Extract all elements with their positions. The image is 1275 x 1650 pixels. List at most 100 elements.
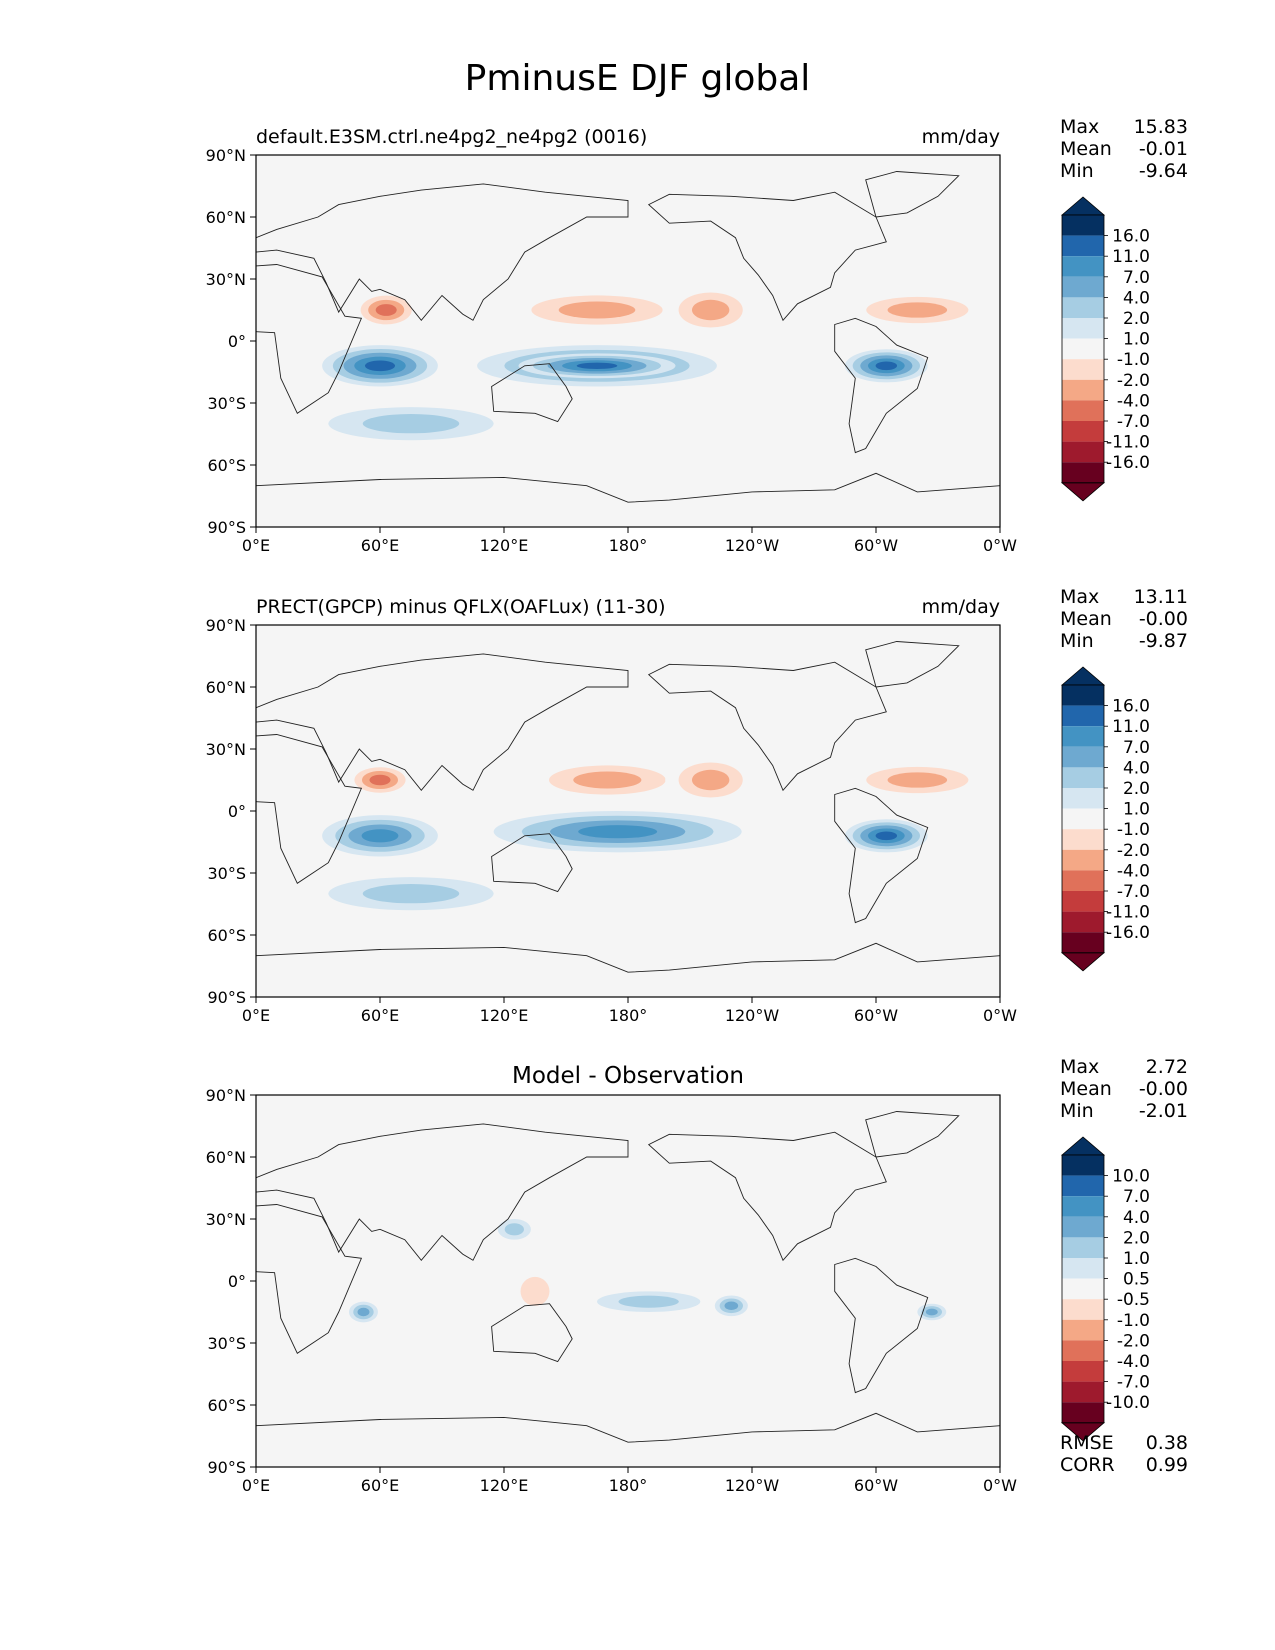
- contour-region: [375, 304, 397, 316]
- colorbar-label: 4.0: [1123, 758, 1150, 778]
- colorbar-label: -4.0: [1117, 1352, 1150, 1372]
- y-tick-label: 30°N: [206, 270, 246, 289]
- stats-row-mean: Mean -0.01: [1060, 138, 1188, 160]
- stats-value-max: 2.72: [1145, 1056, 1188, 1078]
- y-tick-label: 60°N: [206, 678, 246, 697]
- colorbar-segment: [1062, 462, 1104, 483]
- coastline-path: [491, 363, 573, 423]
- colorbar-label: 16.0: [1112, 227, 1150, 247]
- coastlines: [256, 641, 1000, 973]
- contour-region: [875, 831, 898, 841]
- colorbar-segment: [1062, 829, 1104, 850]
- y-tick-label: 30°N: [206, 1210, 246, 1229]
- coastline-path: [834, 1257, 929, 1394]
- coastline-path: [256, 1204, 363, 1354]
- coastline-path: [865, 1111, 960, 1158]
- y-tick-label: 60°N: [206, 1148, 246, 1167]
- colorbar-segment: [1062, 1175, 1104, 1197]
- coastline-path: [256, 942, 1000, 973]
- stats-row-max: Max 13.11: [1060, 586, 1188, 608]
- colorbar-label: 2.0: [1123, 309, 1150, 329]
- contour-region: [578, 825, 658, 839]
- panel-title-left: PRECT(GPCP) minus QFLX(OAFLux) (11-30): [256, 596, 666, 618]
- colorbar-frame: [1061, 684, 1105, 954]
- colorbar-segment: [1062, 1381, 1104, 1403]
- colorbar-segment: [1062, 338, 1104, 360]
- colorbar-segment: [1062, 379, 1104, 401]
- coastline-path: [256, 264, 363, 414]
- map-svg-3: 0°E 60°E 120°E 180° 120°W 60°W 0°W 90°N 60°N 30°N…: [206, 1063, 1150, 1495]
- stats-row-mean: Mean -0.00: [1060, 608, 1188, 630]
- colorbar-segment: [1062, 932, 1104, 953]
- colorbar-label: -2.0: [1117, 1331, 1150, 1351]
- colorbar-label: 2.0: [1123, 779, 1150, 799]
- contour-region: [361, 829, 399, 843]
- x-tick-label: 180°: [609, 1006, 648, 1025]
- colorbar-label: 4.0: [1123, 288, 1150, 308]
- contour-region: [558, 301, 636, 319]
- colorbar-segment: [1062, 318, 1104, 339]
- stats-value-min: -2.01: [1138, 1100, 1188, 1122]
- contour-region: [364, 360, 396, 372]
- rmse-value: 0.38: [1145, 1432, 1188, 1454]
- colorbar-label: -1.0: [1117, 1311, 1150, 1331]
- y-tick-label: 60°S: [207, 456, 246, 475]
- coastline-path: [491, 833, 573, 893]
- stats-row-max: Max 15.83: [1060, 116, 1188, 138]
- colorbar-segment: [1062, 1237, 1104, 1258]
- stats-label-mean: Mean: [1060, 138, 1112, 160]
- colorbar-segment: [1062, 235, 1104, 257]
- colorbar-segment: [1062, 1196, 1104, 1217]
- y-tick-label: 30°N: [206, 740, 246, 759]
- coastline-path: [834, 787, 929, 924]
- stats-row-min: Min -9.87: [1060, 630, 1188, 652]
- contour-region: [628, 1239, 670, 1261]
- x-tick-label: 60°E: [361, 536, 399, 555]
- y-tick-label: 90°N: [206, 146, 246, 165]
- x-tick-label: 0°W: [983, 536, 1017, 555]
- colorbar-segment: [1062, 849, 1104, 871]
- colorbar-label: -16.0: [1106, 923, 1150, 943]
- colorbar-segment: [1062, 1258, 1104, 1279]
- panel-units: mm/day: [922, 126, 1000, 148]
- colorbar-segment: [1062, 1278, 1104, 1300]
- x-tick-label: 120°E: [480, 1006, 529, 1025]
- colorbar-segment: [1062, 705, 1104, 727]
- colorbar-label: -2.0: [1117, 841, 1150, 861]
- colorbar-segment: [1062, 441, 1104, 463]
- stats-value-min: -9.87: [1138, 630, 1188, 652]
- x-tick-label: 60°W: [854, 536, 898, 555]
- y-tick-label: 60°S: [207, 926, 246, 945]
- colorbar-segment: [1062, 808, 1104, 830]
- colorbar-label: -16.0: [1106, 453, 1150, 473]
- coastline-path: [865, 641, 960, 688]
- coastline-path: [256, 183, 629, 322]
- colorbar-segment: [1062, 215, 1104, 236]
- colorbar-label: -4.0: [1117, 391, 1150, 411]
- contour-region: [362, 884, 460, 904]
- stats-value-max: 15.83: [1133, 116, 1188, 138]
- rmse-row: RMSE 0.38: [1060, 1432, 1188, 1454]
- colorbar-segment: [1062, 870, 1104, 891]
- colorbar-segment: [1062, 746, 1104, 768]
- stats-label-mean: Mean: [1060, 608, 1112, 630]
- x-tick-label: 0°W: [983, 1006, 1017, 1025]
- colorbar-segment: [1062, 1361, 1104, 1382]
- contour-fields: [322, 755, 990, 911]
- colorbar-segment: [1062, 400, 1104, 421]
- stats-label-min: Min: [1060, 160, 1094, 182]
- colorbar-segment: [1062, 726, 1104, 747]
- colorbar-label: -11.0: [1106, 433, 1150, 453]
- colorbar-segment: [1062, 256, 1104, 277]
- x-tick-label: 120°W: [725, 1006, 780, 1025]
- colorbar-label: -1.0: [1117, 820, 1150, 840]
- diff-stats-footer: RMSE 0.38 CORR 0.99: [1060, 1432, 1188, 1476]
- colorbar-label: 10.0: [1112, 1167, 1150, 1187]
- contour-region: [573, 771, 642, 789]
- coastlines: [256, 171, 1000, 503]
- y-tick-label: 0°: [228, 1272, 246, 1291]
- x-tick-label: 60°W: [854, 1006, 898, 1025]
- y-tick-label: 60°S: [207, 1396, 246, 1415]
- colorbar-segment: [1062, 767, 1104, 788]
- contour-region: [691, 299, 730, 321]
